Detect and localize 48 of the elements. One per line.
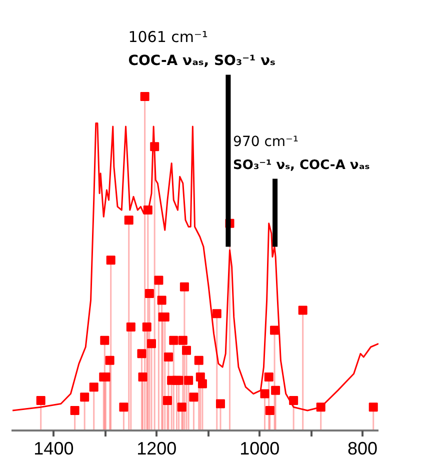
point (147, 339, 156, 348)
point (138, 372, 148, 382)
point (154, 276, 164, 285)
point (184, 376, 194, 385)
point (194, 356, 204, 365)
point (89, 382, 98, 392)
point (80, 392, 90, 402)
point (189, 392, 198, 402)
point (368, 402, 378, 412)
point (126, 322, 136, 332)
point (119, 402, 128, 412)
point (162, 396, 172, 405)
point (144, 289, 154, 298)
point (178, 336, 188, 345)
point (105, 356, 114, 365)
point (143, 206, 152, 215)
point (270, 326, 280, 335)
point (271, 386, 280, 395)
point (180, 282, 189, 292)
point (157, 296, 166, 305)
point (36, 396, 46, 405)
point (298, 306, 308, 315)
point (137, 349, 146, 358)
point (70, 406, 80, 415)
point (100, 336, 110, 345)
point (265, 406, 274, 415)
x-tick-label: 1000 (240, 438, 280, 458)
point (289, 396, 298, 405)
point (216, 399, 225, 408)
point (212, 309, 222, 318)
point (140, 92, 150, 101)
point (182, 346, 192, 355)
point (164, 352, 173, 362)
point (177, 402, 186, 412)
point (264, 372, 274, 382)
point (124, 216, 134, 225)
point (150, 142, 160, 152)
annotation: 1061 cm⁻¹ COC-A νₐₛ, SO₃⁻¹ νₛ (128, 28, 276, 69)
point (142, 322, 152, 332)
annotation: 970 cm⁻¹ SO₃⁻¹ νₛ, COC-A νₐₛ (233, 134, 370, 173)
point (260, 389, 270, 398)
x-tick-label: 1400 (34, 438, 74, 458)
point (198, 379, 207, 388)
point (106, 256, 116, 265)
x-tick-label: 800 (348, 438, 378, 458)
point (169, 336, 178, 345)
x-tick-label: 1200 (136, 438, 177, 458)
point (316, 402, 326, 412)
